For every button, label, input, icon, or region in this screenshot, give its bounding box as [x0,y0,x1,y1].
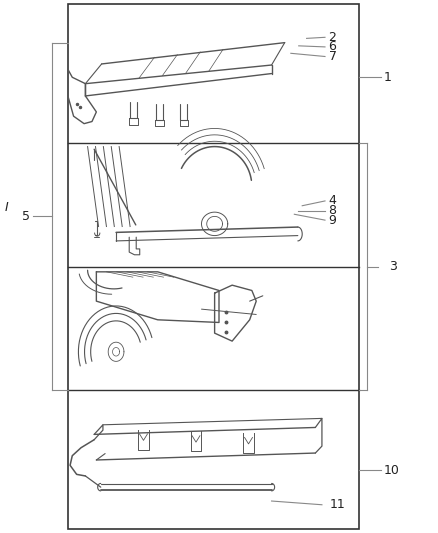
Text: 2: 2 [328,31,336,44]
Text: 8: 8 [328,204,336,217]
Bar [68,4,359,529]
Text: 3: 3 [389,260,397,273]
Text: 7: 7 [328,50,336,63]
Text: 11: 11 [329,498,345,511]
Text: 6: 6 [328,41,336,53]
Text: 10: 10 [384,464,400,477]
Text: 4: 4 [328,195,336,207]
Text: I: I [4,201,8,214]
Text: 5: 5 [22,210,30,223]
Text: 9: 9 [328,214,336,227]
Text: 1: 1 [384,71,392,84]
